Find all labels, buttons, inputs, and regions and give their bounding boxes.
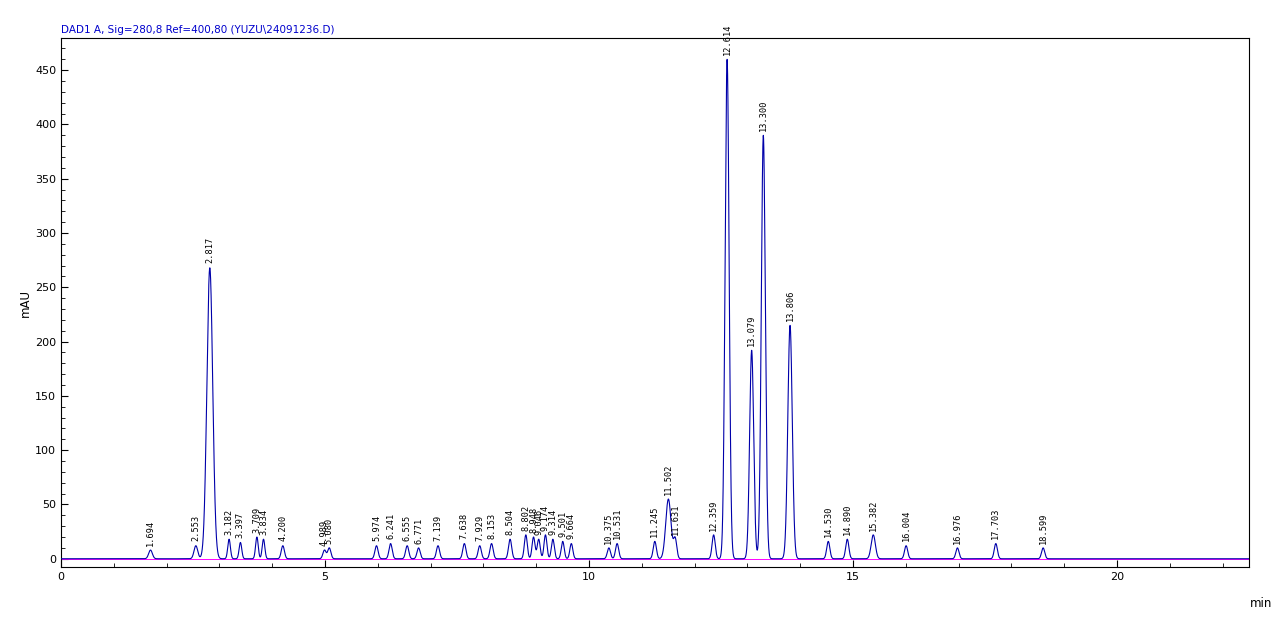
Text: 14.890: 14.890 <box>843 503 852 535</box>
Text: 4.200: 4.200 <box>279 515 287 541</box>
Text: 3.709: 3.709 <box>252 507 262 533</box>
Text: 15.382: 15.382 <box>869 499 878 530</box>
Text: 6.241: 6.241 <box>387 513 396 539</box>
Text: 8.153: 8.153 <box>487 513 496 539</box>
Text: 3.182: 3.182 <box>225 508 234 535</box>
Text: 7.638: 7.638 <box>460 513 469 539</box>
Text: 1.694: 1.694 <box>146 520 155 545</box>
Text: 9.174: 9.174 <box>541 504 550 530</box>
Text: 8.504: 8.504 <box>505 508 515 535</box>
Text: 9.046: 9.046 <box>534 508 543 535</box>
X-axis label: min: min <box>1250 596 1272 609</box>
Text: 6.555: 6.555 <box>403 515 412 541</box>
Text: 2.553: 2.553 <box>191 515 201 541</box>
Text: 12.614: 12.614 <box>722 23 731 55</box>
Text: 13.806: 13.806 <box>786 290 795 321</box>
Text: 12.359: 12.359 <box>709 499 719 530</box>
Text: 8.948: 8.948 <box>529 507 538 533</box>
Text: 8.802: 8.802 <box>522 504 530 530</box>
Text: 14.530: 14.530 <box>824 505 833 537</box>
Text: 11.502: 11.502 <box>664 463 673 495</box>
Text: 9.501: 9.501 <box>558 511 567 537</box>
Text: 5.974: 5.974 <box>371 515 382 541</box>
Text: 9.314: 9.314 <box>548 508 557 535</box>
Text: DAD1 A, Sig=280,8 Ref=400,80 (YUZU\24091236.D): DAD1 A, Sig=280,8 Ref=400,80 (YUZU\24091… <box>61 26 335 36</box>
Text: 3.397: 3.397 <box>235 512 245 538</box>
Text: 5.080: 5.080 <box>324 517 333 544</box>
Text: 10.375: 10.375 <box>604 512 613 544</box>
Text: 13.300: 13.300 <box>759 100 768 131</box>
Text: 10.531: 10.531 <box>613 508 622 539</box>
Text: 3.834: 3.834 <box>259 508 268 535</box>
Text: 6.771: 6.771 <box>415 517 424 544</box>
Text: 7.929: 7.929 <box>476 515 485 541</box>
Text: 17.703: 17.703 <box>991 508 1000 539</box>
Text: 18.599: 18.599 <box>1039 512 1048 544</box>
Y-axis label: mAU: mAU <box>19 288 32 317</box>
Text: 13.079: 13.079 <box>747 315 756 346</box>
Text: 9.664: 9.664 <box>567 513 576 539</box>
Text: 16.976: 16.976 <box>953 512 962 544</box>
Text: 16.004: 16.004 <box>902 510 911 541</box>
Text: 4.989: 4.989 <box>321 520 329 545</box>
Text: 11.245: 11.245 <box>650 505 659 537</box>
Text: 2.817: 2.817 <box>205 237 214 263</box>
Text: 11.631: 11.631 <box>670 503 679 535</box>
Text: 7.139: 7.139 <box>434 515 443 541</box>
